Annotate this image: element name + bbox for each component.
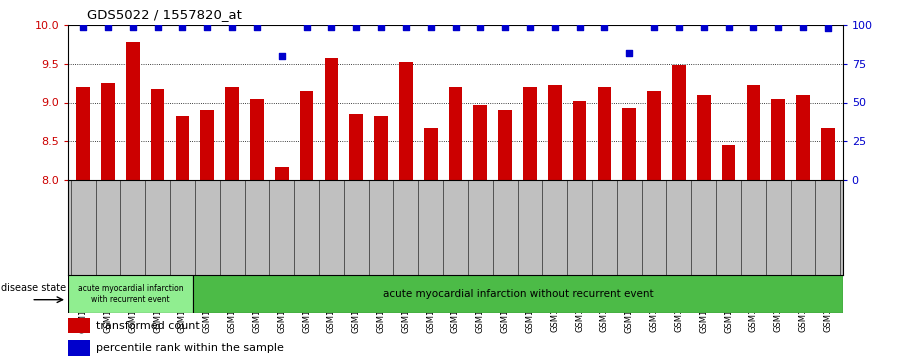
Bar (300, 91, 313, 180)
Point (473, 24, 487, 29)
Text: disease state: disease state (1, 283, 66, 293)
Point (101, 24, 116, 29)
Point (597, 24, 611, 29)
Point (572, 24, 587, 29)
Bar (225, 87, 239, 180)
Point (399, 24, 414, 29)
Point (795, 24, 810, 29)
Bar (796, 95, 810, 180)
Text: percentile rank within the sample: percentile rank within the sample (96, 343, 283, 353)
Bar (176, 116, 189, 180)
Point (324, 24, 339, 29)
Bar (573, 101, 587, 180)
Point (548, 24, 562, 29)
Bar (598, 87, 611, 180)
Bar (821, 128, 834, 180)
Bar (697, 95, 711, 180)
Bar (449, 87, 462, 180)
Point (250, 24, 264, 29)
Bar (746, 85, 760, 180)
Bar (151, 89, 165, 180)
Bar (126, 42, 139, 180)
Point (696, 24, 711, 29)
Bar (722, 145, 735, 180)
Point (622, 50, 637, 56)
Bar (251, 99, 264, 180)
Bar (498, 110, 512, 180)
FancyBboxPatch shape (68, 275, 193, 313)
Point (200, 24, 215, 29)
Bar (548, 85, 561, 180)
Point (746, 24, 761, 29)
Bar (672, 65, 686, 180)
Point (671, 24, 686, 29)
Bar (647, 91, 660, 180)
Bar (772, 99, 785, 180)
Point (150, 24, 165, 29)
Point (722, 24, 736, 29)
Point (225, 24, 240, 29)
Point (175, 24, 189, 29)
Bar (200, 110, 214, 180)
Bar (68, 340, 90, 356)
Point (821, 25, 835, 31)
Point (374, 24, 388, 29)
Point (349, 24, 363, 29)
FancyBboxPatch shape (193, 275, 843, 313)
Bar (523, 87, 537, 180)
Bar (622, 108, 636, 180)
Text: GDS5022 / 1557820_at: GDS5022 / 1557820_at (87, 8, 241, 21)
Bar (399, 62, 413, 180)
Point (448, 24, 463, 29)
Point (424, 24, 438, 29)
Text: acute myocardial infarction
with recurrent event: acute myocardial infarction with recurre… (78, 284, 184, 304)
Bar (424, 128, 437, 180)
Point (523, 24, 537, 29)
Bar (101, 83, 115, 180)
Point (274, 53, 289, 59)
Point (76, 24, 90, 29)
Point (300, 24, 314, 29)
Text: transformed count: transformed count (96, 321, 200, 331)
Bar (77, 87, 90, 180)
Point (771, 24, 785, 29)
Bar (275, 167, 289, 180)
Bar (350, 114, 363, 180)
Bar (374, 117, 388, 180)
Point (497, 24, 512, 29)
Text: acute myocardial infarction without recurrent event: acute myocardial infarction without recu… (383, 289, 653, 299)
Point (647, 24, 661, 29)
Bar (68, 318, 90, 333)
Point (126, 24, 140, 29)
Bar (324, 58, 338, 180)
Bar (474, 105, 487, 180)
